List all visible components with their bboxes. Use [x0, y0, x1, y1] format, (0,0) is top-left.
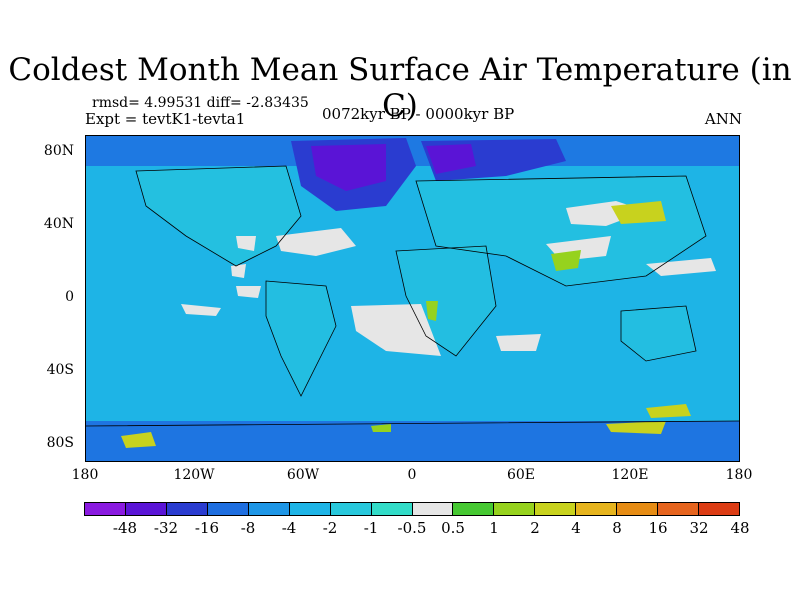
- north-america-land: [136, 166, 301, 266]
- colorbar-label: 2: [530, 519, 540, 537]
- y-tick-40s: 40S: [46, 362, 74, 378]
- colorbar-label: -4: [281, 519, 297, 537]
- colorbar-label: -2: [322, 519, 338, 537]
- colorbar-label: 48: [730, 519, 750, 537]
- colorbar-label: -48: [112, 519, 138, 537]
- colorbar-segment: [330, 503, 372, 515]
- warm-antarctic-east: [646, 404, 691, 418]
- coastline-outline: [86, 165, 739, 427]
- x-tick-180e: 180: [725, 467, 753, 483]
- colorbar-label: -16: [194, 519, 220, 537]
- colorbar-label: -8: [240, 519, 256, 537]
- plot-title: Coldest Month Mean Surface Air Temperatu…: [8, 52, 792, 124]
- colorbar-label: 16: [648, 519, 668, 537]
- colorbar-label: -1: [363, 519, 379, 537]
- colorbar-segment: [289, 503, 331, 515]
- colorbar-label: -32: [153, 519, 179, 537]
- temperature-map: [85, 135, 740, 462]
- neutral-pacific-west: [646, 258, 716, 276]
- period-label: 0072kyr BP - 0000kyr BP: [322, 105, 515, 123]
- colorbar-label: 32: [689, 519, 709, 537]
- x-tick-120w: 120W: [173, 467, 215, 483]
- colorbar-segment: [699, 503, 739, 515]
- warm-asia-north: [611, 201, 666, 224]
- colorbar-segment: [453, 503, 495, 515]
- neutral-atlantic-south: [351, 304, 441, 356]
- colorbar-label: 0.5: [441, 519, 465, 537]
- colorbar-segment: [125, 503, 167, 515]
- africa-land: [396, 246, 496, 356]
- colorbar-label: -0.5: [397, 519, 427, 537]
- neutral-caribbean: [236, 236, 256, 251]
- y-tick-40n: 40N: [43, 216, 74, 232]
- colorbar-segment: [248, 503, 290, 515]
- warm-antarctic-ross: [606, 421, 666, 434]
- colorbar-label: 4: [571, 519, 581, 537]
- x-tick-180w: 180: [71, 467, 99, 483]
- colorbar-label: 1: [489, 519, 499, 537]
- colorbar-segment: [535, 503, 577, 515]
- x-tick-60w: 60W: [286, 467, 320, 483]
- colorbar-segment: [658, 503, 700, 515]
- warm-antarctic-coast: [371, 424, 391, 432]
- colorbar-segment: [617, 503, 659, 515]
- coldest-core-greenland: [311, 144, 386, 191]
- stats-label: rmsd= 4.99531 diff= -2.83435: [92, 95, 309, 111]
- season-label: ANN: [704, 110, 742, 128]
- x-tick-120e: 120E: [611, 467, 649, 483]
- map-svg: [86, 136, 739, 461]
- neutral-indian-ocean: [496, 334, 541, 351]
- neutral-pacific-east: [236, 286, 261, 298]
- neutral-atlantic-north: [276, 228, 356, 256]
- neutral-atlantic-west: [231, 264, 246, 278]
- south-america-land: [266, 281, 336, 396]
- colorbar-segment: [207, 503, 249, 515]
- coldest-core-scandinavia: [426, 144, 476, 174]
- eurasia-land: [416, 176, 706, 286]
- x-tick-0: 0: [407, 467, 417, 483]
- colorbar: [84, 502, 740, 516]
- experiment-label: Expt = tevtK1-tevta1: [85, 110, 246, 128]
- warm-india: [551, 250, 581, 271]
- warm-africa-west: [426, 301, 438, 321]
- x-tick-60e: 60E: [506, 467, 536, 483]
- colorbar-segment: [494, 503, 536, 515]
- colorbar-segment: [412, 503, 454, 515]
- colorbar-segment: [576, 503, 618, 515]
- colorbar-segment: [166, 503, 208, 515]
- australia-land: [621, 306, 696, 361]
- y-tick-80s: 80S: [46, 435, 74, 451]
- colorbar-segment: [371, 503, 413, 515]
- warm-antarctic-west: [121, 432, 156, 448]
- y-tick-80n: 80N: [43, 143, 74, 159]
- colorbar-segment: [85, 503, 126, 515]
- colorbar-label: 8: [612, 519, 622, 537]
- neutral-pacific-south: [181, 304, 221, 316]
- y-tick-0: 0: [65, 289, 74, 305]
